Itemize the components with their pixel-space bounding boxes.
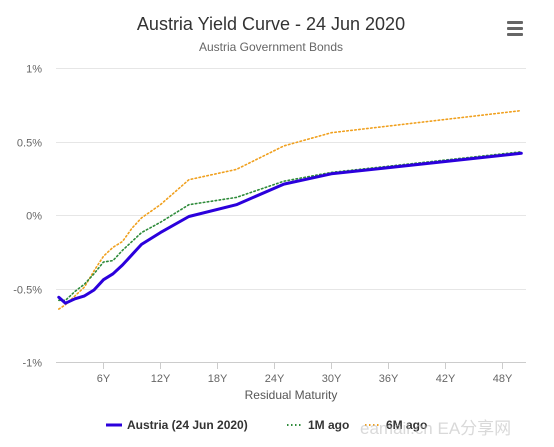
y-tick-label: -0.5% <box>13 285 42 297</box>
y-tick-label: -1% <box>22 358 42 370</box>
x-axis-title: Residual Maturity <box>245 388 338 402</box>
series-layer <box>57 109 523 310</box>
series-line-6m-ago[interactable] <box>57 109 523 310</box>
chart-subtitle: Austria Government Bonds <box>199 40 343 54</box>
series-line-current[interactable] <box>57 151 523 305</box>
y-tick-label: 0% <box>26 211 42 223</box>
x-tick-label: 6Y <box>97 373 111 385</box>
x-tick-label: 48Y <box>493 373 513 385</box>
x-tick-label: 36Y <box>379 373 399 385</box>
x-tick-label: 12Y <box>151 373 171 385</box>
y-tick-label: 1% <box>26 64 42 76</box>
axis-layer: -1% -0.5% 0% 0.5% 1% 6Y 12Y 18Y 24Y 30Y 36Y 42Y 48Y <box>13 64 526 385</box>
x-tick-label: 18Y <box>208 373 228 385</box>
legend-item-current[interactable]: Austria (24 Jun 2020) <box>106 418 248 432</box>
y-tick-label: 0.5% <box>17 138 42 150</box>
x-tick-label: 24Y <box>265 373 285 385</box>
x-tick-label: 42Y <box>436 373 456 385</box>
grid-layer <box>56 68 526 363</box>
legend-label: Austria (24 Jun 2020) <box>127 418 248 432</box>
chart-title: Austria Yield Curve - 24 Jun 2020 <box>137 14 405 34</box>
legend: Austria (24 Jun 2020) 1M ago 6M ago <box>106 418 427 432</box>
series-line-1m-ago[interactable] <box>57 151 523 302</box>
x-tick-label: 30Y <box>322 373 342 385</box>
legend-item-1m-ago[interactable]: 1M ago <box>287 418 349 432</box>
legend-item-6m-ago[interactable]: 6M ago <box>365 418 427 432</box>
legend-label: 6M ago <box>386 418 427 432</box>
chart-menu-button[interactable] <box>500 14 530 42</box>
legend-label: 1M ago <box>308 418 349 432</box>
